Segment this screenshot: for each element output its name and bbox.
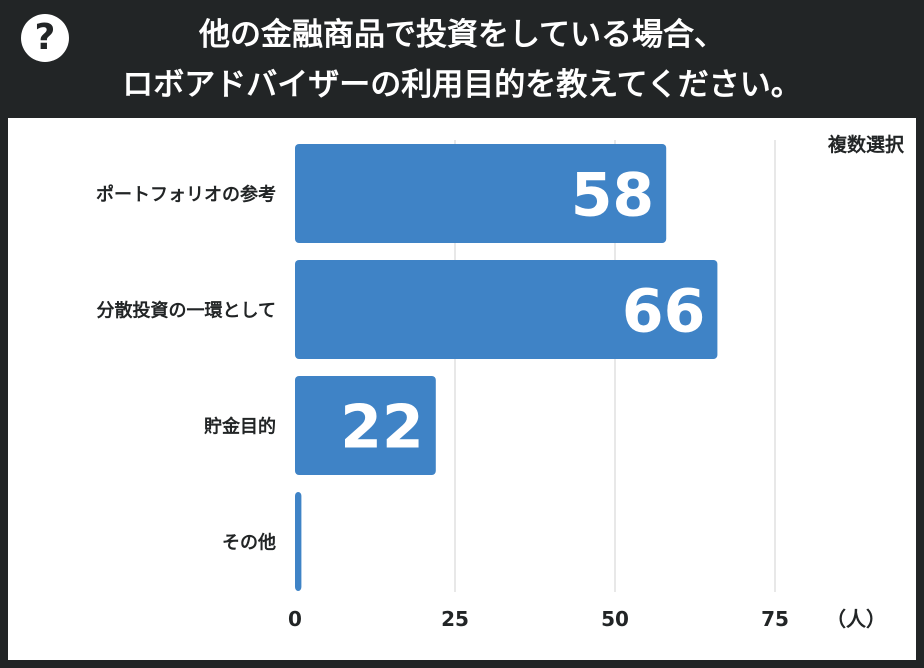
multiple-choice-note: 複数選択 [827,134,904,156]
header: ? 他の金融商品で投資をしている場合、 ロボアドバイザーの利用目的を教えてくださ… [0,0,924,118]
bar-0 [295,144,667,243]
x-tick-label-75: 75 [761,607,789,631]
value-label-2: 22 [340,393,424,463]
value-label-0: 58 [571,161,655,231]
bar-3 [295,492,302,591]
title-line-2: ロボアドバイザーの利用目的を教えてください。 [122,67,802,103]
x-unit-label: （人） [826,607,886,631]
chart-panel: 複数選択 ポートフォリオの参考 58 分散投資の一環として 66 貯金目的 22 その他 0 2… [8,118,916,660]
x-tick-label-50: 50 [601,607,629,631]
category-label-1: 分散投資の一環として [97,300,276,322]
bar-chart: ポートフォリオの参考 58 分散投資の一環として 66 貯金目的 22 その他 0 25 50 75… [96,140,886,631]
category-label-0: ポートフォリオの参考 [96,184,276,206]
category-label-2: 貯金目的 [204,416,276,438]
title-line-1: 他の金融商品で投資をしている場合、 [198,17,726,53]
x-tick-label-25: 25 [441,607,469,631]
x-tick-label-0: 0 [288,607,302,631]
question-circle-icon: ? [21,14,69,62]
category-label-3: その他 [222,532,276,554]
bar-2 [295,376,436,475]
bar-1 [295,260,718,359]
value-label-1: 66 [622,277,706,347]
page-title: 他の金融商品で投資をしている場合、 ロボアドバイザーの利用目的を教えてください。 [0,10,924,110]
